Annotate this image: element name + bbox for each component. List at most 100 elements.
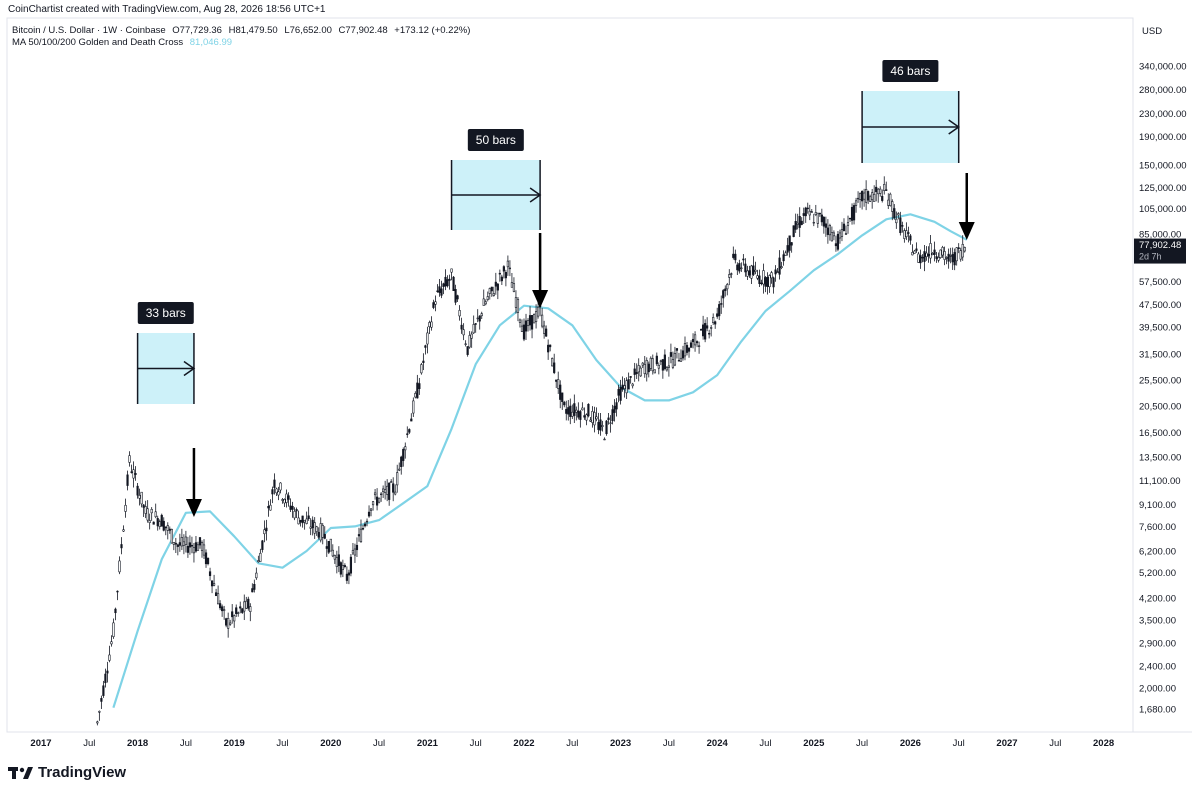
time-axis-label: Jul [566,738,578,749]
candle-body [317,532,320,538]
candle-body [796,222,799,225]
candle-body [917,253,920,263]
candle-body [150,508,153,514]
bars-label-badge [882,60,939,82]
candle-body [402,449,405,461]
candle-body [255,572,258,579]
candle-body [667,365,670,368]
candle-body [889,193,892,206]
price-tick-label: 47,500.00 [1139,300,1181,311]
candle-body [227,618,230,629]
candle-body [659,360,662,363]
candle-body [355,544,359,551]
candle-body [730,273,733,275]
candle-body [842,223,846,231]
candle-body [818,212,821,215]
candle-body [148,520,151,524]
candle-body [164,526,167,529]
candle-body [856,197,860,200]
candle-body [605,420,608,435]
candle-body [557,379,560,389]
candle-body [901,225,904,227]
candle-body [301,515,304,524]
candle-body [414,393,417,398]
candle-body [138,495,141,499]
candle-body [96,721,99,724]
candle-body [760,282,763,285]
low-value: L76,652.00 [284,25,332,36]
candle-body [388,482,391,500]
candle-body [846,222,850,226]
candle-body [194,542,198,552]
candle-body [478,315,481,322]
candle-body [132,469,135,479]
candle-body [267,506,270,509]
price-tick-label: 39,500.00 [1139,322,1181,333]
candle-body [647,363,650,373]
candle-body [879,188,882,194]
price-tick-label: 57,500.00 [1139,277,1181,288]
candle-body [313,522,316,534]
candle-body [860,191,864,202]
candle-body [685,345,689,353]
candle-body [561,392,564,402]
candle-body [498,272,501,275]
candle-body [190,544,194,547]
price-tick-label: 230,000.00 [1139,109,1187,120]
candle-body [673,352,677,366]
candle-body [410,418,413,422]
price-tick-label: 4,200.00 [1139,594,1176,605]
candle-body [661,359,664,371]
candle-body [583,415,586,418]
candle-body [237,612,240,614]
candle-body [961,243,964,258]
candle-body [343,565,346,568]
candle-body [390,481,393,483]
candle-body [830,232,834,242]
candle-body [375,496,379,506]
candle-body [869,196,872,202]
candle-body [611,409,614,422]
candle-body [915,248,918,251]
candle-body [826,227,829,235]
candle-body [100,698,103,702]
candle-body [380,493,383,496]
candle-body [162,520,165,531]
candle-body [810,211,813,213]
candle-body [108,654,111,661]
candle-body [520,325,524,332]
candle-body [265,527,268,532]
candle-body [416,382,419,399]
candle-body [341,565,344,570]
candle-body [615,402,618,410]
candle-body [844,233,848,235]
price-tick-label: 31,500.00 [1139,350,1181,361]
candle-body [291,506,294,510]
candle-body [406,433,409,435]
candle-body [585,414,588,421]
candle-body [689,342,693,348]
candle-body [454,289,457,303]
candle-body [269,504,272,511]
candle-body [146,508,149,521]
candle-body [657,364,660,369]
price-tick-label: 20,500.00 [1139,402,1181,413]
candle-body [281,499,284,501]
candle-body [899,217,902,234]
candle-body [180,537,183,547]
candle-body [635,372,638,375]
candle-body [118,560,121,573]
candle-body [545,328,548,337]
candle-body [510,282,514,288]
candle-body [754,269,757,272]
candle-body [168,528,171,531]
candle-body [339,562,342,575]
candle-body [790,242,793,246]
candle-body [836,233,840,250]
candle-body [158,521,161,527]
candle-body [881,195,884,201]
candle-body [589,419,592,422]
price-tick-label: 2,400.00 [1139,661,1176,672]
candle-body [788,235,791,251]
